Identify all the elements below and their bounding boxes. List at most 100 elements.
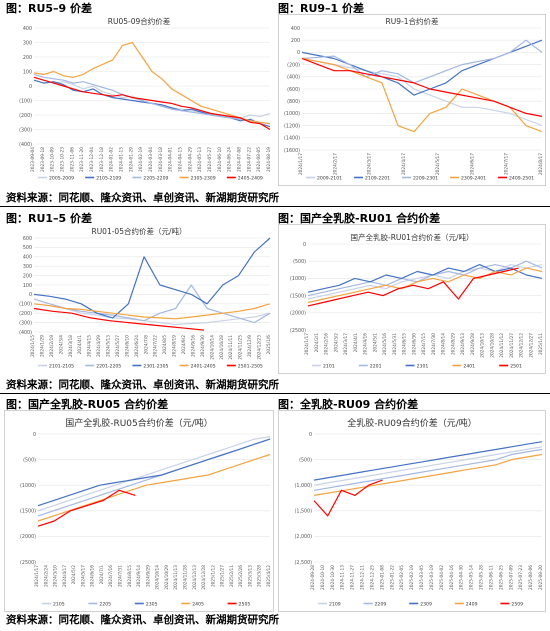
series-line-2209	[313, 448, 543, 491]
x-tick-label: 2024/11/27	[509, 333, 515, 358]
series-line-2309	[313, 441, 543, 481]
x-tick-label: 2024-04-15	[178, 147, 184, 172]
y-tick-label: (1,500)	[295, 509, 313, 515]
x-tick-label: 2024/7/22	[153, 335, 159, 357]
x-tick-label: 2025-07-23	[518, 565, 524, 590]
series-line-2401-2405	[33, 303, 271, 320]
x-tick-label: 2024/3/17	[367, 153, 373, 175]
x-tick-label: 2024/4/17	[401, 153, 407, 175]
legend-label: 2309-2401	[461, 176, 486, 182]
y-tick-label: 0	[303, 242, 306, 248]
chart-frame	[278, 224, 546, 374]
legend-label: 2105-2109	[96, 176, 121, 182]
y-tick-label: (2500)	[20, 560, 36, 566]
chart-frame	[278, 14, 546, 186]
x-tick-label: 2024/10/14	[155, 565, 161, 590]
series-line-2201	[307, 260, 543, 297]
legend-label: 2109-2201	[365, 176, 390, 182]
y-tick-label: 0	[29, 292, 32, 298]
y-tick-label: (300)	[19, 320, 32, 326]
x-tick-label: 2024/12/13	[192, 565, 198, 590]
chart-frame	[278, 410, 546, 612]
x-tick-label: 2024/4/15	[87, 335, 93, 357]
y-tick-label: (1000)	[290, 276, 306, 282]
x-tick-label: 2024-08-05	[256, 147, 262, 172]
caption-latex-ru01: 图：国产全乳胶-RU01 合约价差	[278, 212, 441, 225]
series-line-2205-2209	[33, 73, 271, 125]
x-tick-label: 2024/9/29	[145, 565, 151, 587]
chart-panel-ru05-09: RU05-09合约价差 400 300 200 100 0 (100) (200) (300) (…	[4, 14, 274, 186]
y-tick-label: (800)	[287, 99, 300, 105]
x-tick-label: 2025-02-05	[399, 565, 405, 590]
x-tick-label: 2024/2/16	[324, 333, 330, 355]
chart-title: 全乳胶-RU09合约价差（元/吨）	[347, 417, 477, 429]
series-line-2309-2401	[301, 57, 543, 133]
x-tick-label: 2025-03-05	[419, 565, 425, 590]
series-line-2401	[307, 267, 543, 304]
legend-label: 2101-2105	[49, 364, 74, 370]
x-tick-label: 2025/2/11	[229, 565, 235, 587]
x-tick-label: 2024/10/29	[164, 565, 170, 590]
x-tick-label: 2024/5/13	[106, 335, 112, 357]
x-tick-label: 2025/1/27	[220, 565, 226, 587]
x-tick-label: 2024/12/27	[528, 333, 534, 358]
source-text-2: 资料来源：同花顺、隆众资讯、卓创资讯、新湖期货研究所	[6, 379, 279, 391]
x-tick-label: 2024/6/24	[134, 335, 140, 357]
x-tick-label: 2023-11-20	[79, 147, 85, 172]
x-tick-label: 2025-06-11	[488, 565, 494, 590]
chart-panel-latex-ru09: 全乳胶-RU09合约价差（元/吨） 0 (500) (1,000) (1,500) (2,…	[278, 410, 546, 612]
x-tick-label: 2024-06-24	[227, 147, 233, 172]
x-tick-label: 2024-09-28	[310, 565, 316, 590]
legend-label: 2105	[53, 602, 65, 608]
x-tick-label: 2024/10/14	[209, 335, 215, 360]
x-tick-label: 2024-07-22	[246, 147, 252, 172]
x-tick-label: 2024/11/13	[173, 565, 179, 590]
legend-label: 2201	[370, 364, 382, 370]
x-tick-label: 2024/7/8	[143, 335, 149, 355]
x-tick-label: 2024/9/28	[470, 333, 476, 355]
x-tick-label: 2024/4/17	[62, 565, 68, 587]
x-tick-label: 2024/10/28	[489, 333, 495, 358]
x-tick-label: 2024-03-04	[148, 147, 154, 172]
source-note-1: 资料来源：同花顺、隆众资讯、卓创资讯、新湖期货研究所	[0, 188, 550, 207]
series-line-2209-2301	[301, 39, 543, 84]
x-tick-label: 2024/3/2	[333, 333, 339, 353]
x-tick-label: 2024-10-30	[330, 565, 336, 590]
chart-ru9-1: RU9-1合约价差 400 200 0 (200) (400) (600) (800) (100…	[278, 14, 546, 186]
x-tick-label: 2025/3/13	[247, 565, 253, 587]
x-tick-label: 2024-01-02	[109, 147, 115, 172]
chart-panel-latex-ru01: 国产全乳胶-RU01合约价差（元/吨） 0 (500) (1000) (1500) (20…	[278, 224, 546, 374]
chart-panel-ru01-05: RU01-05合约价差（元/吨） 600 500 400 300 200 100 0 (100)…	[4, 224, 274, 374]
x-tick-label: 2024-11-27	[350, 565, 356, 590]
y-tick-label: 0	[29, 84, 32, 90]
legend-label: 2209-2301	[413, 176, 438, 182]
x-tick-label: 2024/12/28	[201, 565, 207, 590]
series-line-2505	[37, 489, 136, 527]
chart-title: RU05-09合约价差	[108, 16, 171, 26]
y-tick-label: (100)	[19, 302, 32, 308]
x-tick-label: 2024/7/15	[421, 333, 427, 355]
series-line-2305	[37, 438, 271, 507]
legend-label: 2305	[146, 602, 158, 608]
x-tick-label: 2024/7/30	[431, 333, 437, 355]
legend-label: 2405-2409	[238, 176, 263, 182]
x-tick-label: 2024/1/15	[30, 335, 36, 357]
y-tick-label: (1000)	[20, 483, 36, 489]
x-tick-label: 2024/12/12	[519, 333, 525, 358]
legend-label: 2401	[463, 364, 475, 370]
legend-label: 2505	[239, 602, 251, 608]
x-tick-label: 2024/8/19	[172, 335, 178, 357]
y-tick-label: (400)	[19, 142, 32, 148]
x-tick-label: 2024/5/16	[382, 333, 388, 355]
x-tick-label: 2025-07-09	[508, 565, 514, 590]
series-line-2409	[313, 453, 543, 496]
x-tick-label: 2023-09-18	[40, 147, 46, 172]
y-tick-label: (200)	[287, 62, 300, 68]
y-tick-label: 0	[297, 50, 300, 56]
y-tick-label: 0	[309, 432, 312, 438]
legend-label: 2009-2101	[317, 176, 342, 182]
x-tick-label: 2024/10/13	[480, 333, 486, 358]
y-tick-label: (1400)	[284, 136, 300, 142]
x-tick-label: 2024/5/17	[435, 153, 441, 175]
x-tick-label: 2024/2/24	[43, 565, 49, 587]
